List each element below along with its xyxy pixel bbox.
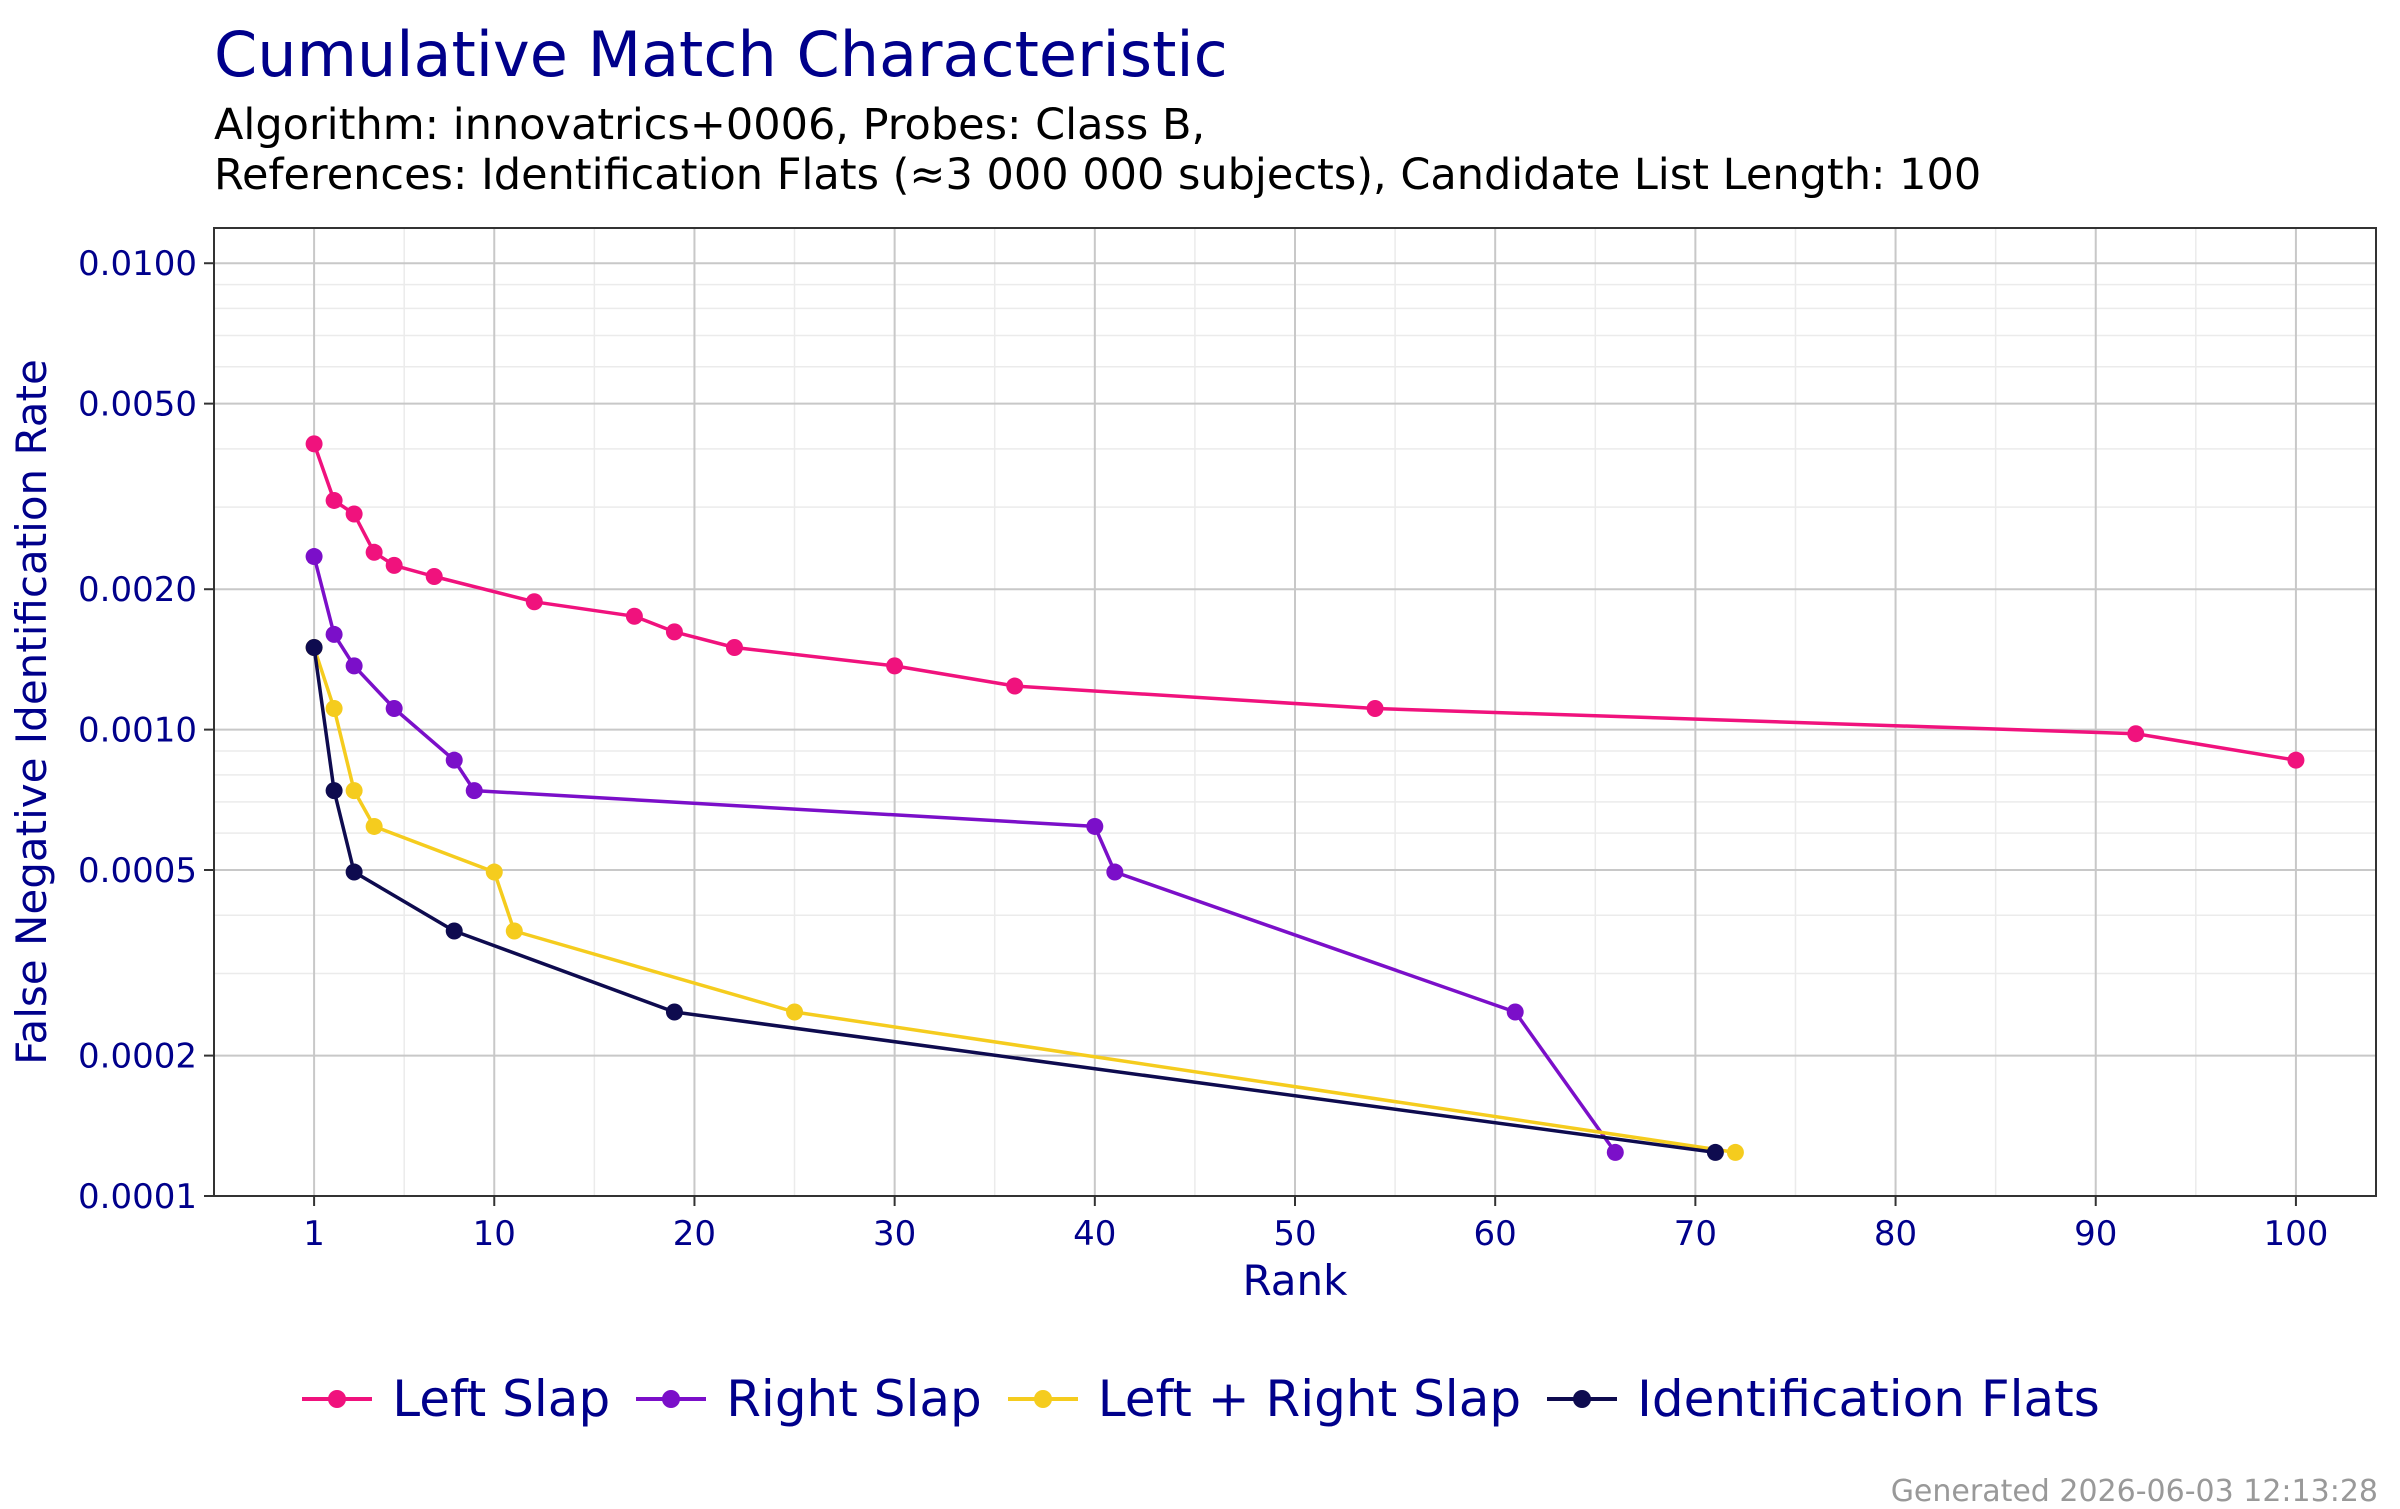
data-point — [665, 623, 683, 641]
y-tick-label: 0.0100 — [78, 244, 197, 284]
data-point — [1506, 1003, 1524, 1021]
data-point — [505, 922, 523, 940]
data-point — [305, 435, 323, 453]
legend: Left Slap Right Slap Left + Right Slap Iden… — [0, 1370, 2400, 1428]
data-point — [365, 817, 383, 835]
data-point — [1086, 817, 1104, 835]
data-point — [1706, 1143, 1724, 1161]
y-tick-label: 0.0002 — [78, 1037, 197, 1077]
series-left-right-slap — [305, 638, 1744, 1161]
series-line — [312, 646, 1736, 1155]
legend-item: Left + Right Slap — [1006, 1370, 1521, 1428]
legend-label: Left Slap — [392, 1370, 611, 1428]
data-point — [665, 1003, 683, 1021]
data-point — [325, 625, 343, 643]
y-tick-label: 0.0050 — [78, 385, 197, 425]
legend-key — [636, 1390, 707, 1408]
y-tick-label: 0.0001 — [78, 1177, 197, 1217]
legend-key — [1007, 1390, 1078, 1408]
data-point — [445, 751, 463, 769]
data-point — [345, 505, 363, 523]
x-tick-label: 30 — [873, 1214, 916, 1254]
x-tick-label: 80 — [1874, 1214, 1917, 1254]
x-axis: 1 10 20 30 40 50 60 70 80 90 100 — [303, 1196, 2328, 1254]
data-point — [1106, 863, 1124, 881]
x-tick-label: 40 — [1073, 1214, 1116, 1254]
data-point — [786, 1003, 804, 1021]
legend-key-point — [662, 1390, 681, 1408]
x-axis-label: Rank — [1243, 1256, 1349, 1305]
y-tick-label: 0.0020 — [78, 570, 197, 610]
chart-title: Cumulative Match Characteristic — [214, 18, 1228, 91]
data-point — [425, 567, 443, 585]
legend-item: Left Slap — [300, 1370, 610, 1428]
data-point — [1006, 677, 1024, 695]
y-axis-label: False Negative Identification Rate — [7, 359, 56, 1065]
data-point — [2127, 725, 2145, 743]
series-layer — [305, 435, 2305, 1161]
cmc-chart: 1 10 20 30 40 50 60 70 80 90 100 0.00010.00020.000… — [7, 227, 2377, 1305]
legend-label: Left + Right Slap — [1097, 1370, 1522, 1428]
data-point — [385, 699, 403, 717]
data-point — [345, 657, 363, 675]
data-point — [365, 543, 383, 561]
legend-key-point — [328, 1390, 347, 1408]
y-axis: 0.0001 0.0002 0.0005 0.0010 0.0020 0.0050 0.01… — [78, 244, 214, 1217]
data-point — [1726, 1143, 1744, 1161]
series-right-slap — [305, 548, 1624, 1161]
x-tick-label: 100 — [2263, 1214, 2328, 1254]
data-point — [2287, 751, 2305, 769]
legend-key — [302, 1390, 373, 1408]
data-point — [325, 699, 343, 717]
legend-key-point — [1573, 1390, 1592, 1408]
x-tick-label: 1 — [303, 1214, 325, 1254]
x-tick-label: 90 — [2074, 1214, 2117, 1254]
data-point — [625, 607, 643, 625]
y-tick-label: 0.0005 — [78, 851, 197, 891]
data-point — [886, 657, 904, 675]
x-tick-label: 60 — [1474, 1214, 1517, 1254]
legend-item: Right Slap — [634, 1370, 982, 1428]
x-tick-label: 50 — [1273, 1214, 1316, 1254]
major-grid — [214, 228, 2376, 1197]
legend-key — [1547, 1390, 1618, 1408]
series-line — [312, 647, 1716, 1155]
data-point — [445, 922, 463, 940]
data-point — [385, 556, 403, 574]
series-line — [312, 556, 1617, 1154]
chart-subtitle-line-2: References: Identification Flats (≈3 000… — [214, 150, 1982, 200]
series-left-slap — [305, 435, 2305, 769]
x-tick-label: 70 — [1674, 1214, 1717, 1254]
legend-item: Identification Flats — [1545, 1370, 2100, 1428]
legend-label: Right Slap — [726, 1370, 982, 1428]
data-point — [345, 782, 363, 800]
x-tick-label: 10 — [473, 1214, 516, 1254]
data-point — [525, 593, 543, 611]
data-point — [725, 638, 743, 656]
data-point — [1366, 699, 1384, 717]
y-tick-label: 0.0010 — [78, 711, 197, 751]
data-point — [325, 491, 343, 509]
data-point — [485, 863, 503, 881]
data-point — [345, 863, 363, 881]
x-tick-label: 20 — [673, 1214, 716, 1254]
series-line — [312, 443, 2297, 762]
data-point — [305, 548, 323, 566]
data-point — [1606, 1143, 1624, 1161]
generated-timestamp: Generated 2026-06-03 12:13:28 — [1890, 1474, 2378, 1509]
data-point — [465, 782, 483, 800]
legend-key-point — [1033, 1390, 1052, 1408]
series-identification-flats — [305, 638, 1724, 1161]
data-point — [325, 782, 343, 800]
chart-subtitle-line-1: Algorithm: innovatrics+0006, Probes: Cla… — [214, 100, 1206, 150]
legend-label: Identification Flats — [1637, 1370, 2100, 1428]
data-point — [305, 638, 323, 656]
